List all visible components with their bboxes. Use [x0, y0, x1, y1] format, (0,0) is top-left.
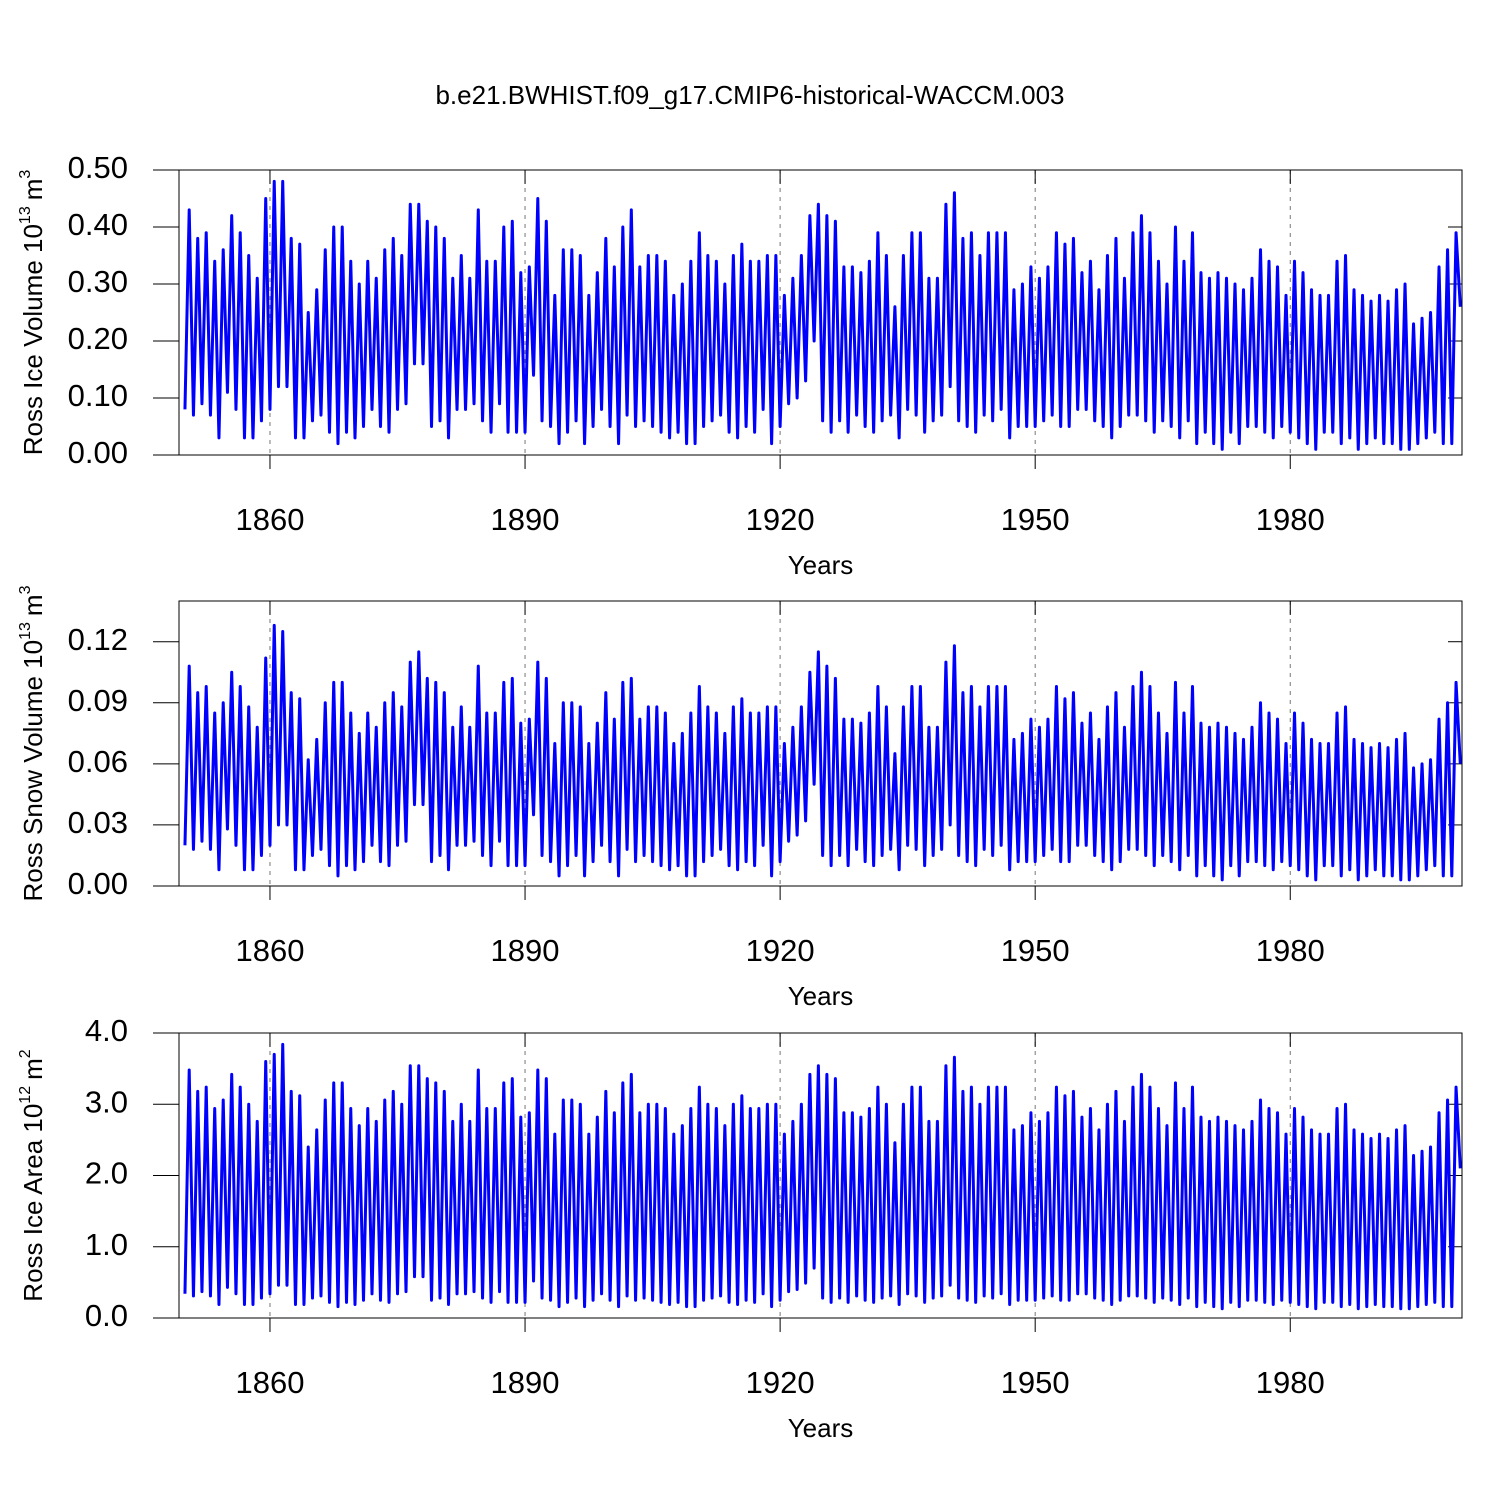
data-line	[183, 1042, 1462, 1311]
y-tick-label: 0.40	[68, 207, 128, 242]
y-tick-label: 0.30	[68, 264, 128, 299]
y-axis-title: Ross Snow Volume 1013 m3	[17, 585, 48, 901]
plot-frame	[178, 169, 1463, 456]
x-tick-label: 1860	[235, 933, 304, 968]
y-tick-label: 0.09	[68, 683, 128, 718]
x-axis-title: Years	[788, 981, 854, 1011]
x-tick-label: 1860	[235, 502, 304, 537]
y-tick-label: 1.0	[85, 1227, 128, 1262]
y-tick-label: 0.12	[68, 622, 128, 657]
x-tick-label: 1950	[1001, 502, 1070, 537]
y-axis-title-text: Ross Ice Volume 10	[18, 224, 48, 455]
y-axis-title-unit: m	[18, 594, 48, 616]
x-tick-label: 1890	[491, 502, 560, 537]
plot-frame	[178, 1032, 1463, 1319]
x-tick-label: 1980	[1256, 502, 1325, 537]
y-axis-title-power: 13	[17, 622, 34, 640]
y-axis-title-power: 12	[17, 1086, 34, 1104]
y-axis-title-unit: m	[18, 1058, 48, 1080]
figure-title: b.e21.BWHIST.f09_g17.CMIP6-historical-WA…	[435, 80, 1064, 110]
y-tick-label: 0.0	[85, 1298, 128, 1333]
y-axis-title: Ross Ice Volume 1013 m3	[17, 170, 48, 456]
y-tick-label: 2.0	[85, 1156, 128, 1191]
y-tick-label: 3.0	[85, 1084, 128, 1119]
y-axis-title-unit-power: 2	[17, 1049, 34, 1058]
x-axis-title: Years	[788, 550, 854, 580]
plot-frame	[178, 600, 1463, 887]
y-axis-title-unit-power: 3	[17, 170, 34, 179]
data-line	[183, 623, 1462, 882]
x-tick-label: 1890	[491, 933, 560, 968]
y-tick-label: 0.10	[68, 378, 128, 413]
y-axis-title-text: Ross Ice Area 10	[18, 1104, 48, 1302]
y-tick-label: 0.00	[68, 866, 128, 901]
y-tick-label: 4.0	[85, 1013, 128, 1048]
y-axis-title: Ross Ice Area 1012 m2	[17, 1049, 48, 1301]
x-tick-label: 1920	[746, 502, 815, 537]
y-axis-title-text: Ross Snow Volume 10	[18, 640, 48, 902]
x-tick-label: 1980	[1256, 933, 1325, 968]
y-tick-label: 0.50	[68, 150, 128, 185]
y-tick-label: 0.06	[68, 744, 128, 779]
y-tick-label: 0.03	[68, 805, 128, 840]
x-tick-label: 1950	[1001, 933, 1070, 968]
y-tick-label: 0.00	[68, 435, 128, 470]
x-tick-label: 1950	[1001, 1365, 1070, 1400]
y-axis-title-power: 13	[17, 206, 34, 224]
x-tick-label: 1890	[491, 1365, 560, 1400]
y-axis-title-unit: m	[18, 179, 48, 201]
x-axis-title: Years	[788, 1413, 854, 1443]
data-line	[183, 179, 1462, 451]
x-tick-label: 1920	[746, 933, 815, 968]
y-tick-label: 0.20	[68, 321, 128, 356]
x-tick-label: 1920	[746, 1365, 815, 1400]
x-tick-label: 1860	[235, 1365, 304, 1400]
y-axis-title-unit-power: 3	[17, 585, 34, 594]
x-tick-label: 1980	[1256, 1365, 1325, 1400]
